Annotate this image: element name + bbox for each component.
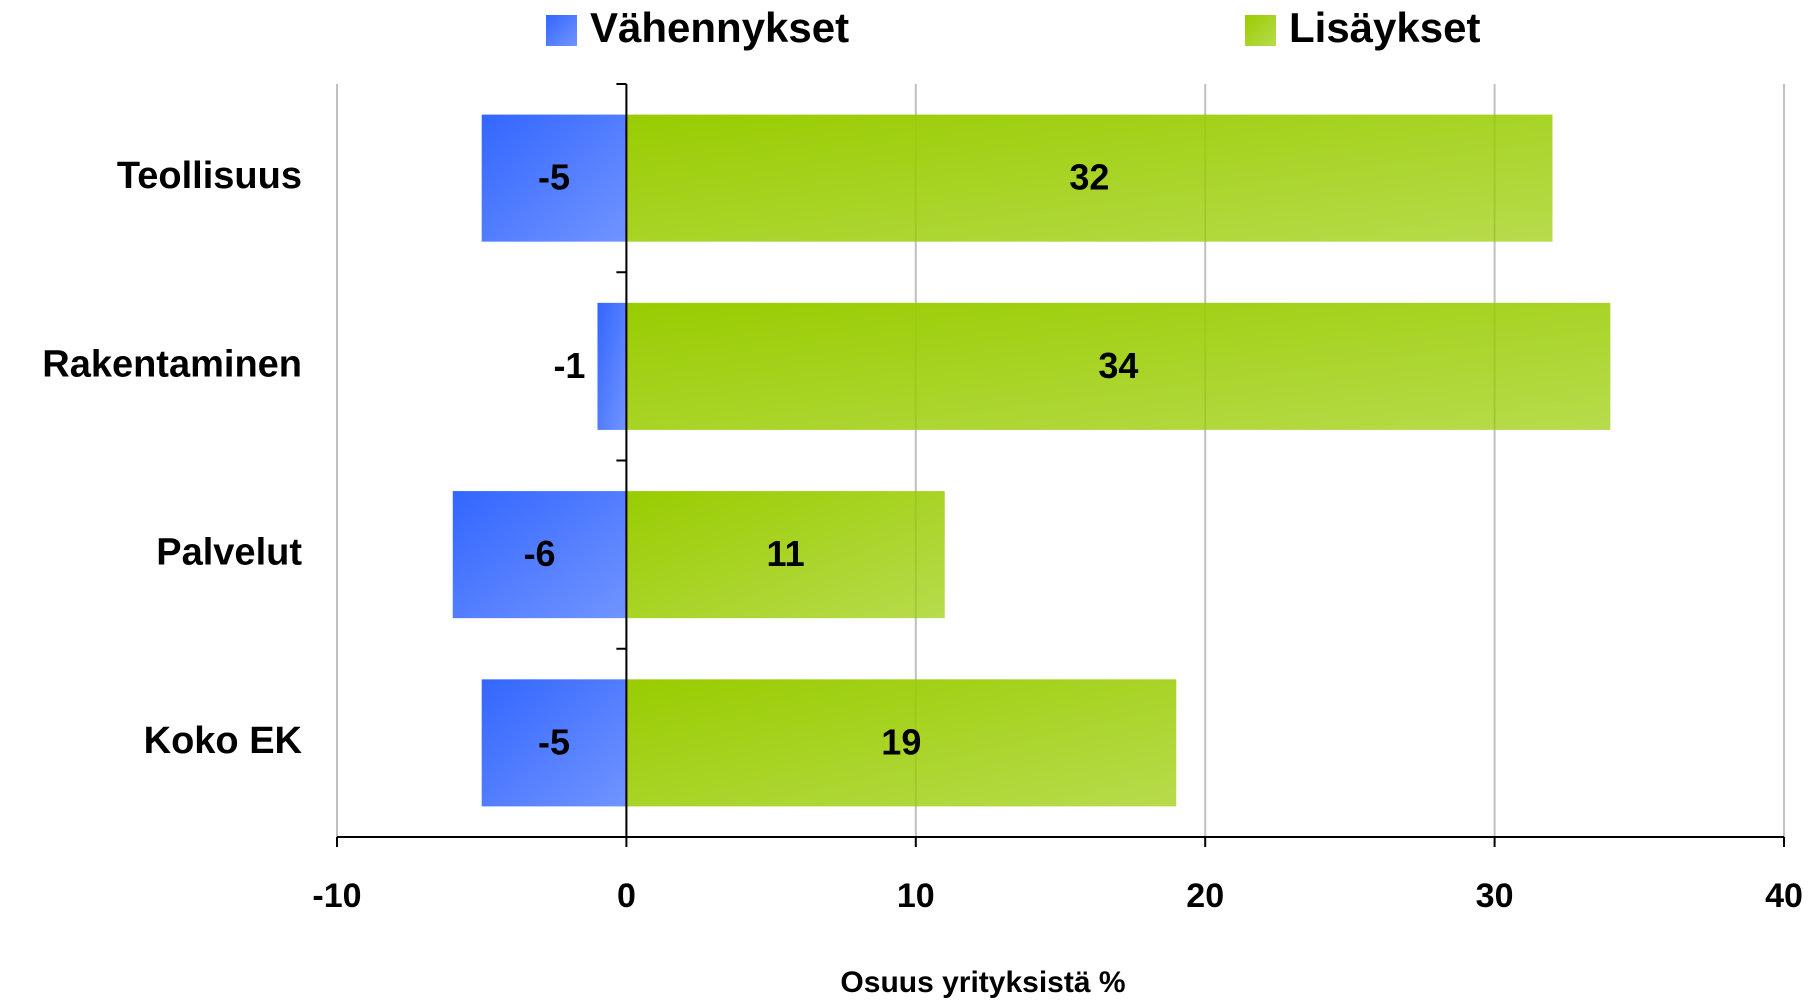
data-label: -6 <box>524 533 556 574</box>
bar <box>626 302 1611 430</box>
y-tick-label: Teollisuus <box>117 155 302 197</box>
data-label: -5 <box>538 721 570 762</box>
bar <box>452 491 627 619</box>
legend-swatch <box>546 15 577 46</box>
legend-label: Lisäykset <box>1289 4 1480 51</box>
bar <box>626 491 945 619</box>
data-label: 32 <box>1069 157 1109 198</box>
x-tick-label: 30 <box>1476 877 1514 915</box>
data-label: -1 <box>553 345 585 386</box>
x-tick-label: -10 <box>312 877 361 915</box>
bar <box>626 114 1553 242</box>
data-label: 34 <box>1098 345 1138 386</box>
legend-swatch <box>1245 15 1276 46</box>
x-tick-label: 0 <box>617 877 636 915</box>
x-tick-label: 10 <box>897 877 935 915</box>
bar <box>481 114 627 242</box>
x-tick-label: 20 <box>1186 877 1224 915</box>
y-tick-label: Koko EK <box>144 720 303 762</box>
legend-label: Vähennykset <box>590 4 849 51</box>
bar <box>626 679 1177 807</box>
data-label: 19 <box>881 721 921 762</box>
x-tick-label: 40 <box>1765 877 1803 915</box>
y-tick-label: Palvelut <box>156 532 302 574</box>
data-label: 11 <box>767 533 805 574</box>
x-axis-label: Osuus yrityksistä % <box>840 966 1125 999</box>
bar <box>481 679 627 807</box>
bar <box>597 302 627 430</box>
y-tick-label: Rakentaminen <box>42 343 302 385</box>
data-label: -5 <box>538 157 570 198</box>
